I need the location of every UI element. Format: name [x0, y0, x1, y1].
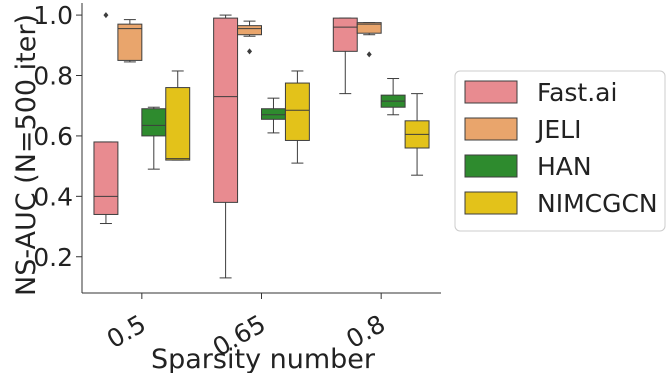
box-nimcgcn	[284, 70, 310, 164]
box-han	[261, 97, 286, 134]
outlier-point	[103, 12, 109, 19]
y-ticks: 0.2 0.4 0.6 0.8 1.0	[33, 1, 82, 272]
y-tick-label: 0.2	[33, 243, 73, 272]
box-iqr	[117, 23, 143, 61]
legend-frame	[454, 70, 666, 232]
legend-label: Fast.ai	[537, 78, 617, 107]
x-tick-label: 0.5	[102, 309, 151, 354]
box-nimcgcn	[404, 93, 430, 176]
box-iqr	[284, 82, 310, 141]
box-nimcgcn	[165, 70, 191, 161]
x-axis-label: Sparsity number	[151, 344, 376, 373]
legend-swatch	[464, 154, 518, 178]
y-axis-label: NS-AUC (N=500 iter)	[11, 14, 42, 296]
y-tick-label: 0.6	[33, 122, 73, 151]
box-jeli	[356, 22, 382, 58]
box-fast-ai	[332, 17, 358, 95]
y-tick-label: 0.4	[33, 182, 73, 211]
box-iqr	[261, 108, 286, 120]
box-jeli	[117, 19, 143, 63]
box-fast-ai	[213, 14, 239, 279]
box-jeli	[237, 20, 262, 55]
legend-swatch	[464, 191, 518, 215]
box-fast-ai	[93, 12, 119, 225]
box-iqr	[356, 22, 382, 34]
box-han	[380, 78, 406, 116]
box-iqr	[165, 87, 191, 161]
y-tick-label: 1.0	[33, 1, 73, 30]
legend-swatch	[464, 80, 518, 104]
box-layer	[93, 12, 430, 279]
legend-swatch	[464, 117, 518, 141]
legend-label: HAN	[537, 152, 592, 181]
outlier-point	[247, 48, 253, 55]
legend-label: JELI	[535, 115, 581, 144]
box-iqr	[332, 17, 358, 52]
box-iqr	[237, 25, 262, 36]
box-iqr	[141, 108, 167, 137]
legend: Fast.ai JELI HAN NIMCGCN	[454, 70, 666, 232]
outlier-point	[366, 51, 372, 58]
legend-label: NIMCGCN	[537, 189, 658, 218]
box-han	[141, 106, 167, 170]
y-tick-label: 0.8	[33, 62, 73, 91]
box-iqr	[93, 141, 119, 215]
box-iqr	[213, 17, 239, 203]
